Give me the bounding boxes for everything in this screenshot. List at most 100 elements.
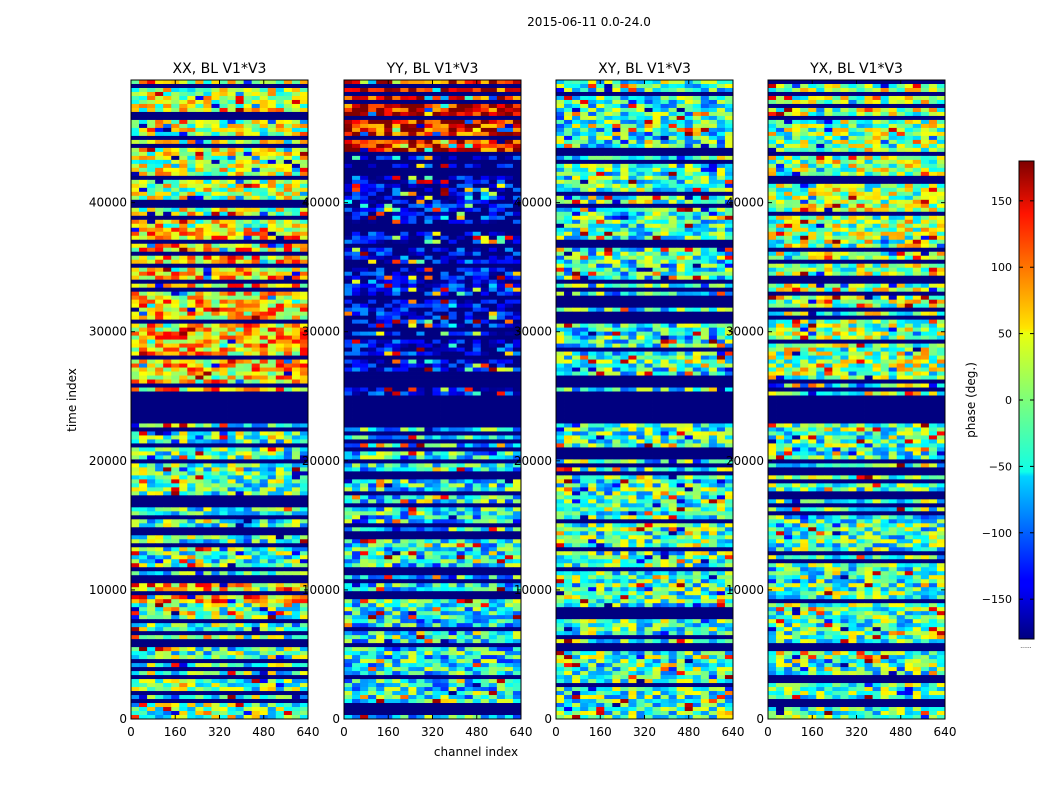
heatmap-cell xyxy=(480,303,490,309)
heatmap-cell xyxy=(400,139,409,145)
heatmap-cell xyxy=(171,171,180,177)
heatmap-cell xyxy=(376,335,385,340)
heatmap-cell xyxy=(291,279,301,285)
heatmap-cell xyxy=(368,179,377,185)
heatmap-cell xyxy=(259,203,269,209)
heatmap-cell xyxy=(416,307,425,313)
heatmap-cell xyxy=(352,251,361,257)
heatmap-cell xyxy=(400,167,409,173)
heatmap-cell xyxy=(400,279,409,285)
heatmap-cell xyxy=(187,627,196,632)
heatmap-cell xyxy=(235,299,245,305)
heatmap-cell xyxy=(440,227,449,233)
heatmap-cell xyxy=(163,391,172,396)
heatmap-cell xyxy=(352,207,361,213)
heatmap-cell xyxy=(440,315,449,321)
heatmap-cell xyxy=(195,683,204,688)
heatmap-cell xyxy=(496,247,506,253)
heatmap-cell xyxy=(195,555,204,560)
heatmap-cell xyxy=(283,359,293,364)
heatmap-cell xyxy=(352,235,361,241)
heatmap-cell xyxy=(147,539,156,544)
heatmap-cell xyxy=(139,463,148,468)
heatmap-cell xyxy=(299,251,309,257)
heatmap-cell xyxy=(163,467,172,472)
heatmap-cell xyxy=(291,87,301,93)
heatmap-cell xyxy=(163,315,172,321)
heatmap-cell xyxy=(163,131,172,137)
heatmap-cell xyxy=(267,403,277,408)
heatmap-cell xyxy=(227,455,236,460)
heatmap-cell xyxy=(291,195,301,201)
heatmap-cell xyxy=(283,603,293,608)
heatmap-cell xyxy=(259,395,269,400)
heatmap-cell xyxy=(299,527,309,532)
heatmap-cell xyxy=(512,95,522,101)
heatmap-cell xyxy=(235,639,245,644)
heatmap-cell xyxy=(139,527,148,532)
heatmap-cell xyxy=(147,295,156,301)
heatmap-cell xyxy=(440,279,449,285)
heatmap-cell xyxy=(283,675,293,680)
heatmap-cell xyxy=(448,91,458,97)
heatmap-cell xyxy=(299,495,309,500)
heatmap-cell xyxy=(235,507,245,512)
heatmap-cell xyxy=(251,407,261,412)
heatmap-cell xyxy=(203,395,212,400)
heatmap-cell xyxy=(219,359,228,364)
heatmap-cell xyxy=(299,579,309,584)
heatmap-cell xyxy=(352,91,361,97)
heatmap-cell xyxy=(155,663,164,668)
heatmap-cell xyxy=(251,379,261,384)
heatmap-cell xyxy=(235,243,245,249)
heatmap-cell xyxy=(179,515,188,520)
heatmap-cell xyxy=(131,263,140,269)
heatmap-cell xyxy=(155,127,164,133)
heatmap-cell xyxy=(211,171,220,177)
heatmap-cell xyxy=(344,331,353,336)
heatmap-cell xyxy=(472,175,482,181)
heatmap-cell xyxy=(195,339,204,344)
heatmap-cell xyxy=(155,87,164,93)
heatmap-cell xyxy=(203,303,212,309)
heatmap-cell xyxy=(259,399,269,404)
heatmap-cell xyxy=(504,315,514,321)
heatmap-cell xyxy=(187,427,196,432)
heatmap-cell xyxy=(163,591,172,596)
heatmap-cell xyxy=(376,267,385,273)
heatmap-cell xyxy=(211,227,220,233)
heatmap-cell xyxy=(251,335,261,340)
heatmap-cell xyxy=(235,271,245,277)
heatmap-cell xyxy=(472,323,482,329)
heatmap-cell xyxy=(472,243,482,249)
heatmap-cell xyxy=(227,351,236,356)
heatmap-cell xyxy=(408,219,417,225)
heatmap-cell xyxy=(488,271,498,277)
heatmap-cell xyxy=(456,243,466,249)
heatmap-cell xyxy=(163,507,172,512)
heatmap-cell xyxy=(203,439,212,444)
heatmap-cell xyxy=(179,99,188,105)
heatmap-cell xyxy=(243,555,253,560)
heatmap-cell xyxy=(155,251,164,257)
heatmap-cell xyxy=(368,231,377,237)
heatmap-cell xyxy=(187,479,196,484)
heatmap-cell xyxy=(219,551,228,556)
heatmap-cell xyxy=(259,659,269,664)
heatmap-cell xyxy=(235,663,245,668)
heatmap-cell xyxy=(512,327,522,332)
heatmap-cell xyxy=(163,227,172,233)
heatmap-cell xyxy=(235,319,245,325)
heatmap-cell xyxy=(259,639,269,644)
heatmap-cell xyxy=(131,279,140,285)
heatmap-cell xyxy=(251,687,261,692)
heatmap-cell xyxy=(299,119,309,125)
heatmap-cell xyxy=(147,443,156,448)
heatmap-cell xyxy=(155,479,164,484)
heatmap-cell xyxy=(147,631,156,636)
heatmap-cell xyxy=(131,639,140,644)
heatmap-cell xyxy=(504,151,514,157)
heatmap-cell xyxy=(219,367,228,372)
heatmap-cell xyxy=(243,159,253,165)
heatmap-cell xyxy=(267,167,277,173)
